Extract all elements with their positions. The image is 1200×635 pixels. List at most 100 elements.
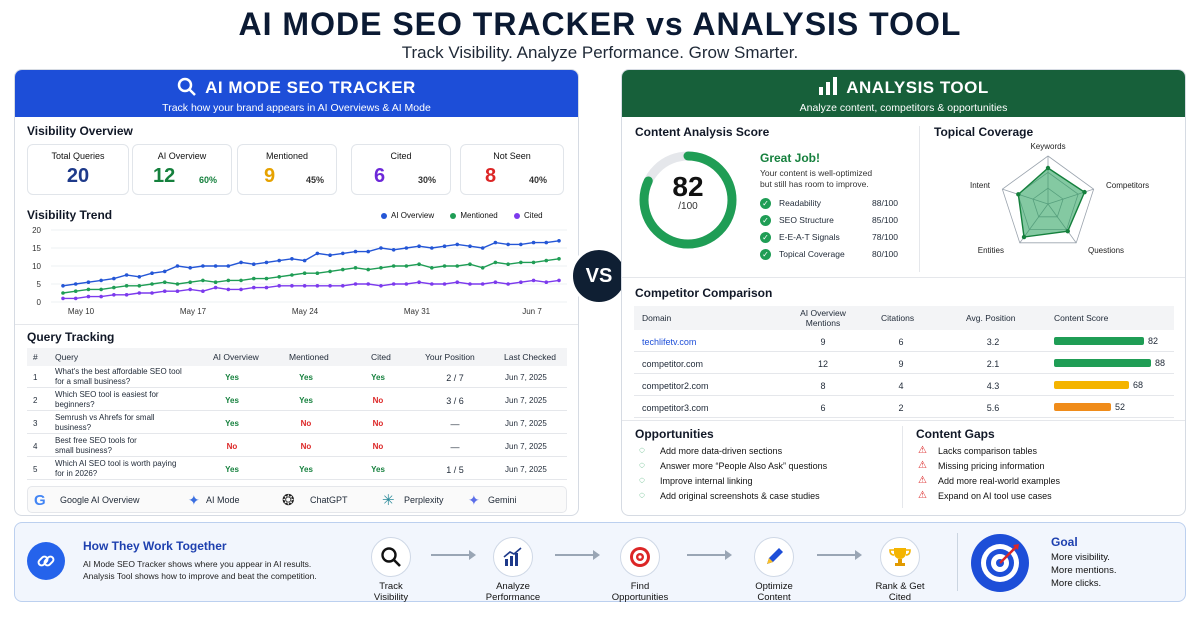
data-point <box>175 264 180 268</box>
opportunity-item: Add more data-driven sections <box>660 446 783 456</box>
platform-chatgpt: ChatGPT <box>310 495 348 505</box>
competitor-table-header: Domain AI Overview Mentions Citations Av… <box>634 306 1174 330</box>
data-point <box>112 276 116 281</box>
data-point <box>302 284 307 288</box>
data-point <box>188 266 192 270</box>
table-row[interactable]: 1 What's the best affordable SEO tool fo… <box>27 366 567 388</box>
data-point <box>61 296 65 301</box>
row-query-line-1: Best free SEO tools for <box>55 436 137 445</box>
data-point <box>137 284 142 288</box>
data-point <box>290 273 294 277</box>
table-row[interactable]: 5 Which AI SEO tool is worth paying for … <box>27 458 567 480</box>
data-point <box>557 257 561 261</box>
content-gap-item: Expand on AI tool use cases <box>938 491 1052 501</box>
data-point <box>226 278 231 283</box>
analysis-tool-panel: ANALYSIS TOOL Analyze content, competito… <box>621 69 1186 516</box>
data-point <box>493 260 498 265</box>
data-point <box>251 262 256 266</box>
row-query-line-2: for in 2026? <box>55 469 98 478</box>
data-point <box>99 287 103 292</box>
data-point <box>86 294 91 299</box>
data-point <box>531 278 536 283</box>
competitor-mentions: 12 <box>817 359 828 369</box>
data-point <box>188 287 192 292</box>
data-point <box>73 282 78 286</box>
data-point <box>430 282 434 286</box>
row-query-line-2: beginners? <box>55 400 95 409</box>
radar-point <box>1021 234 1027 240</box>
score-title: Content Analysis Score <box>635 125 770 139</box>
data-point <box>226 264 231 268</box>
data-point <box>391 282 396 286</box>
data-point <box>417 262 421 266</box>
content-score-value: 68 <box>1133 380 1144 390</box>
competitor-row[interactable]: techlifetv.com 9 6 3.2 82 <box>634 330 1174 352</box>
row-cited: No <box>372 396 384 405</box>
data-point <box>315 284 320 288</box>
row-query-line-1: Which AI SEO tool is worth paying <box>55 459 177 468</box>
row-position: 2 / 7 <box>446 373 464 383</box>
radar-label: Competitors <box>1106 181 1149 190</box>
data-point <box>468 282 472 286</box>
visibility-overview-title: Visibility Overview <box>27 124 133 138</box>
data-point <box>315 251 320 256</box>
data-point <box>519 242 523 247</box>
goal-title: Goal <box>1051 535 1078 549</box>
table-row[interactable]: 4 Best free SEO tools for small business… <box>27 435 567 457</box>
row-last-checked: Jun 7, 2025 <box>505 465 547 474</box>
table-row[interactable]: 3 Semrush vs Ahrefs for small business? … <box>27 412 567 434</box>
stat-card-total: Total Queries 20 <box>27 144 129 195</box>
growth-chart-icon <box>503 547 522 566</box>
y-tick-label: 0 <box>37 298 42 307</box>
data-point <box>531 260 536 265</box>
perplexity-icon: ✳ <box>382 492 395 509</box>
topical-coverage-radar: Keywords Competitors Questions Entities Inte… <box>970 142 1149 255</box>
competitor-row[interactable]: competitor.com 12 9 2.1 88 <box>634 352 1174 374</box>
competitor-row[interactable]: competitor2.com 8 4 4.3 68 <box>634 374 1174 396</box>
content-gap-item: Add more real-world examples <box>938 476 1061 486</box>
data-point <box>417 280 421 284</box>
data-point <box>417 244 421 248</box>
row-position: 3 / 6 <box>446 396 464 406</box>
row-ai-overview: Yes <box>225 465 239 474</box>
goal-line-1: More visibility. <box>1051 552 1110 563</box>
data-point <box>328 269 332 274</box>
step-analyze-performance: Analyze Performance <box>468 537 558 603</box>
data-point <box>404 246 409 250</box>
radar-point <box>1016 192 1021 197</box>
data-point <box>544 258 549 263</box>
data-point <box>213 280 218 284</box>
legend-dot-cited <box>513 212 520 219</box>
data-point <box>175 282 180 286</box>
data-point <box>379 284 383 288</box>
data-point <box>277 258 282 263</box>
content-score-bar <box>1054 359 1151 367</box>
competitor-row[interactable]: competitor3.com 6 2 5.6 52 <box>634 396 1174 418</box>
data-point <box>201 289 205 293</box>
data-point <box>442 244 447 248</box>
data-point <box>430 246 434 250</box>
opportunity-item: Answer more “People Also Ask” questions <box>660 461 828 471</box>
competitor-citations: 4 <box>898 381 904 391</box>
data-point <box>366 282 371 286</box>
content-score-value: 52 <box>1115 402 1126 412</box>
data-point <box>493 280 498 284</box>
visibility-trend-chart: 0 5 10 15 20 May 10 May 17 May 24 May 31 Jun 7 <box>32 226 567 316</box>
competitor-citations: 6 <box>898 337 904 347</box>
query-tracking-title: Query Tracking <box>27 330 115 344</box>
x-tick-label: May 31 <box>404 307 431 316</box>
platform-perplexity: Perplexity <box>404 495 444 505</box>
chatgpt-icon: ❂ <box>282 492 295 509</box>
tracker-header: AI MODE SEO TRACKER Track how your brand… <box>15 70 578 117</box>
competitor-citations: 2 <box>898 403 904 413</box>
check-icon: ✓ <box>760 215 771 226</box>
check-icon: ✓ <box>760 249 771 260</box>
table-row[interactable]: 2 Which SEO tool is easiest for beginner… <box>27 389 567 411</box>
stat-card-mentioned: Mentioned 9 45% <box>237 144 337 195</box>
analysis-title: ANALYSIS TOOL <box>846 78 989 97</box>
pencil-icon <box>767 548 783 564</box>
row-position: 1 / 5 <box>446 465 464 475</box>
row-ai-overview: Yes <box>225 396 239 405</box>
tracker-subtitle: Track how your brand appears in AI Overv… <box>162 102 431 114</box>
score-denominator: /100 <box>678 201 698 212</box>
